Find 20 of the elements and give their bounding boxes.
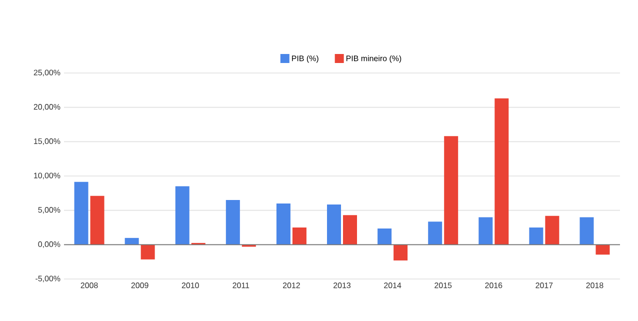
bar	[276, 203, 290, 245]
bar	[394, 244, 408, 260]
bar	[90, 196, 104, 245]
bar	[428, 222, 442, 245]
bar	[327, 204, 342, 245]
bar	[596, 244, 610, 255]
bar	[292, 228, 306, 245]
bar	[444, 136, 458, 245]
bar	[140, 244, 155, 260]
bar	[343, 215, 358, 245]
bar	[124, 238, 139, 245]
bar	[378, 228, 392, 245]
bar	[74, 182, 88, 245]
bar	[478, 217, 493, 245]
bar	[226, 200, 240, 245]
bar	[580, 217, 594, 245]
bar	[494, 98, 509, 245]
bar	[529, 228, 544, 245]
bar	[175, 186, 190, 245]
bar	[545, 216, 560, 245]
